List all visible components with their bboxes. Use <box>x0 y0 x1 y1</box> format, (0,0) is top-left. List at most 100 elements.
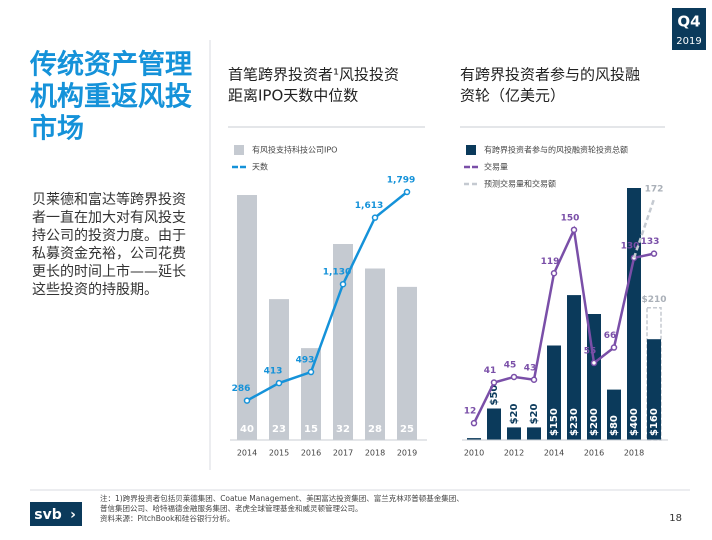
point-label: 413 <box>264 367 283 377</box>
footnote: 普信集团公司、哈特福德金融服务集团、老虎全球管理基金和威灵顿管理公司。 <box>100 503 363 513</box>
forecast-label: $210 <box>641 295 666 305</box>
point-label: 286 <box>232 384 251 394</box>
bar <box>567 295 581 440</box>
point-label: 1,613 <box>355 201 383 211</box>
bar <box>527 427 541 440</box>
point <box>339 280 347 288</box>
bar <box>365 268 385 440</box>
bar <box>397 286 417 440</box>
legend-swatch <box>466 145 476 155</box>
x-tick-label: 2015 <box>269 449 289 458</box>
body-text: 持公司的投资力度。由于 <box>32 228 186 244</box>
bar-label: $20 <box>509 403 520 424</box>
bar-label: 28 <box>368 424 382 435</box>
bar <box>333 244 353 440</box>
point <box>371 214 379 221</box>
point <box>530 376 538 383</box>
point <box>307 368 315 376</box>
point-label: 1,130 <box>323 268 351 278</box>
logo-arrow: › <box>70 507 76 523</box>
legend-swatch <box>234 145 244 155</box>
page-title: 机构重返风投 <box>30 82 192 113</box>
bar-label: 25 <box>400 424 414 435</box>
point <box>570 226 578 234</box>
bar-label: 23 <box>272 424 286 435</box>
forecast-count-label: 172 <box>645 185 664 195</box>
forecast-line <box>632 198 656 259</box>
bar <box>237 195 257 440</box>
x-tick-label: 2017 <box>333 449 353 458</box>
point <box>550 270 558 277</box>
body-text: 者一直在加大对有风投支 <box>32 209 186 226</box>
point <box>243 397 251 404</box>
page-title: 市场 <box>30 113 84 145</box>
line <box>472 225 655 424</box>
point <box>510 373 518 381</box>
point <box>610 344 618 351</box>
point <box>490 379 498 386</box>
bar-label: 15 <box>304 424 318 435</box>
bar <box>301 348 321 440</box>
point-label: 43 <box>524 363 537 373</box>
point-label: 12 <box>464 407 477 417</box>
point-label: 493 <box>296 356 315 366</box>
bar-label: 40 <box>240 424 254 435</box>
badge <box>672 8 706 50</box>
x-tick-label: 2014 <box>544 449 564 458</box>
page-title: 传统资产管理 <box>29 49 192 81</box>
footnote: 资料来源：PitchBook和硅谷银行分析。 <box>100 513 234 523</box>
badge-year: 2019 <box>676 36 701 47</box>
legend-label: 有风投支持科技公司IPO <box>252 145 337 155</box>
point <box>650 250 658 257</box>
x-tick-label: 2019 <box>397 449 417 458</box>
logo-box <box>30 502 82 526</box>
bar <box>269 299 289 440</box>
bar <box>607 389 621 440</box>
point-label: 119 <box>541 257 560 267</box>
point-label: 55 <box>584 346 597 356</box>
bar-label: $160 <box>649 408 660 436</box>
point-label: 41 <box>484 366 497 376</box>
point <box>275 379 283 387</box>
logo: svb <box>34 507 61 523</box>
point-label: 66 <box>604 331 617 341</box>
bar <box>467 438 481 440</box>
page-number: 18 <box>669 513 682 524</box>
bar-label: 32 <box>336 424 350 435</box>
legend-label: 有跨界投资者参与的风投融资轮投资总额 <box>484 145 628 155</box>
bar-label: $150 <box>549 408 560 436</box>
bar-label: $20 <box>529 403 540 424</box>
bar <box>547 345 561 440</box>
point-label: 1,799 <box>387 176 415 186</box>
chart-title: 有跨界投资者参与的风投融 <box>460 66 640 84</box>
badge-quarter: Q4 <box>677 13 700 31</box>
point-label: 133 <box>641 237 660 247</box>
body-text: 贝莱德和富达等跨界投资 <box>32 191 186 208</box>
bar <box>487 408 501 440</box>
x-tick-label: 2018 <box>365 449 385 458</box>
legend-label: 预测交易量和交易额 <box>484 179 556 189</box>
x-tick-label: 2014 <box>237 449 257 458</box>
bar-label: $230 <box>569 408 580 436</box>
x-tick-label: 2016 <box>584 449 604 458</box>
point <box>403 188 411 196</box>
point-label: 150 <box>561 213 580 223</box>
footnote: 注：1)跨界投资者包括贝莱德集团、Coatue Management、美国富达投… <box>100 493 464 503</box>
bar <box>507 427 521 440</box>
bar-label: $200 <box>589 408 600 436</box>
point-label: 45 <box>504 360 517 370</box>
chart-title: 资轮（亿美元） <box>460 87 565 105</box>
x-tick-label: 2012 <box>504 449 524 458</box>
legend-label: 天数 <box>252 162 268 172</box>
chart-title: 首笔跨界投资者¹风投投资 <box>228 66 399 84</box>
legend-label: 交易量 <box>484 162 508 172</box>
bar-label: $80 <box>609 415 620 436</box>
bar <box>647 339 661 440</box>
point <box>590 359 598 367</box>
point <box>470 419 478 427</box>
x-tick-label: 2016 <box>301 449 321 458</box>
x-tick-label: 2010 <box>464 449 484 458</box>
bar-label: $400 <box>629 408 640 436</box>
point-label: 130 <box>621 241 640 251</box>
